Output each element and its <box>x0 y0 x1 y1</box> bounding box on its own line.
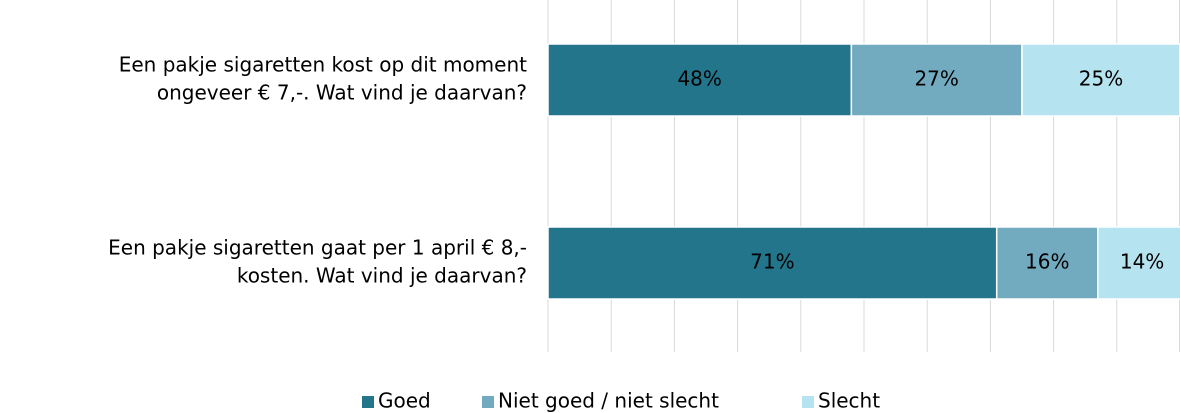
legend-label: Goed <box>378 389 431 413</box>
bar-segment <box>1097 226 1180 300</box>
bar-segment <box>1021 43 1180 117</box>
legend-swatch <box>362 396 374 408</box>
bar-segment <box>547 226 998 300</box>
bar-segment <box>850 43 1023 117</box>
bar-segment <box>995 226 1099 300</box>
value-label: 25% <box>1079 67 1123 91</box>
legend-swatch <box>482 396 494 408</box>
category-label: kosten. Wat vind je daarvan? <box>237 264 527 288</box>
bar-segment <box>547 43 853 117</box>
legend-label: Slecht <box>818 389 880 413</box>
value-label: 16% <box>1025 250 1069 274</box>
legend-label: Niet goed / niet slecht <box>498 389 719 413</box>
value-label: 48% <box>677 67 721 91</box>
value-label: 71% <box>750 250 794 274</box>
category-label: Een pakje sigaretten kost op dit moment <box>119 53 527 77</box>
value-label: 14% <box>1120 250 1164 274</box>
category-label: Een pakje sigaretten gaat per 1 april € … <box>108 236 527 260</box>
value-label: 27% <box>914 67 958 91</box>
legend-swatch <box>802 396 814 408</box>
category-label: ongeveer € 7,-. Wat vind je daarvan? <box>157 81 527 105</box>
